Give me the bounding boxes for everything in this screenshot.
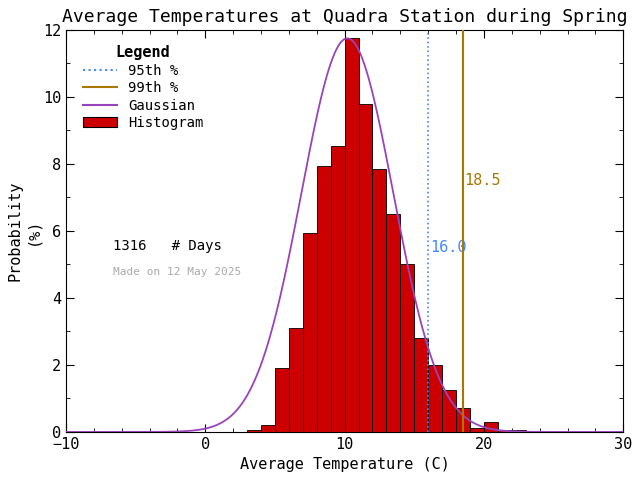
Bar: [303, 233, 317, 432]
Bar: [358, 104, 372, 432]
Bar: [247, 430, 261, 432]
Text: 1316   # Days: 1316 # Days: [113, 239, 222, 253]
Bar: [470, 428, 484, 432]
Bar: [498, 430, 512, 432]
Bar: [317, 166, 331, 432]
Bar: [261, 425, 275, 432]
Text: 16.0: 16.0: [430, 240, 467, 255]
Bar: [400, 264, 414, 432]
Text: 18.5: 18.5: [465, 173, 501, 188]
Bar: [331, 145, 344, 432]
Text: Made on 12 May 2025: Made on 12 May 2025: [113, 267, 241, 277]
Bar: [289, 328, 303, 432]
Bar: [428, 365, 442, 432]
Title: Average Temperatures at Quadra Station during Spring: Average Temperatures at Quadra Station d…: [62, 8, 627, 25]
Bar: [414, 338, 428, 432]
Bar: [275, 368, 289, 432]
Bar: [456, 408, 470, 432]
Legend: 95th %, 99th %, Gaussian, Histogram: 95th %, 99th %, Gaussian, Histogram: [79, 41, 208, 134]
Bar: [387, 214, 400, 432]
Bar: [484, 422, 498, 432]
X-axis label: Average Temperature (C): Average Temperature (C): [239, 457, 449, 472]
Bar: [512, 430, 525, 432]
Bar: [344, 38, 358, 432]
Bar: [442, 390, 456, 432]
Bar: [372, 169, 387, 432]
Y-axis label: Probability
(%): Probability (%): [8, 181, 40, 281]
